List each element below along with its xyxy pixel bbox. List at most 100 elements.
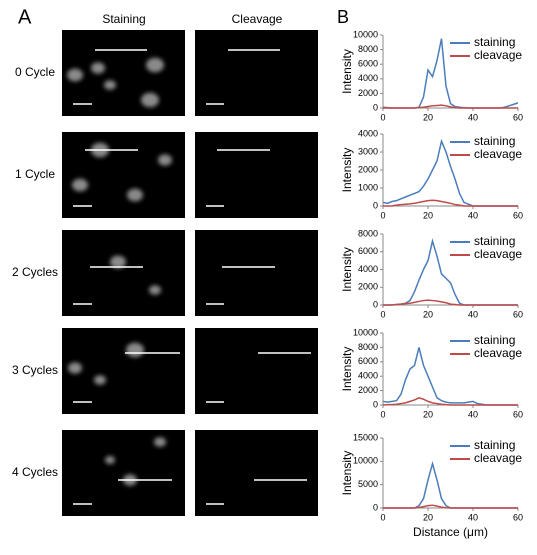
- x-tick-label: 20: [423, 210, 433, 220]
- x-tick-label: 60: [513, 409, 523, 419]
- y-axis-label: Intensity: [340, 347, 354, 392]
- y-tick-label: 0: [373, 299, 378, 309]
- legend-label: cleavage: [474, 147, 522, 161]
- x-tick-label: 20: [423, 512, 433, 522]
- x-tick-label: 40: [468, 512, 478, 522]
- row-label: 4 Cycles: [12, 465, 58, 479]
- y-tick-label: 2000: [358, 385, 378, 395]
- x-tick-label: 0: [380, 210, 385, 220]
- cell: [94, 375, 106, 385]
- y-tick-label: 0: [373, 399, 378, 409]
- y-axis-label: Intensity: [340, 49, 354, 94]
- x-tick-label: 0: [380, 409, 385, 419]
- series-line: [383, 299, 518, 306]
- legend-label: cleavage: [474, 247, 522, 261]
- x-tick-label: 20: [423, 409, 433, 419]
- y-tick-label: 8000: [358, 228, 378, 238]
- series-line: [383, 504, 518, 509]
- image: [195, 30, 318, 116]
- cell: [141, 92, 159, 108]
- y-tick-label: 2000: [358, 88, 378, 98]
- y-tick-label: 3000: [358, 146, 378, 156]
- panel-label: B: [337, 7, 349, 27]
- y-tick-label: 8000: [358, 44, 378, 54]
- image: [62, 230, 185, 316]
- x-tick-label: 0: [380, 512, 385, 522]
- y-tick-label: 10000: [353, 29, 378, 39]
- legend-label: cleavage: [474, 346, 522, 360]
- x-tick-label: 0: [380, 309, 385, 319]
- y-tick-label: 0: [373, 200, 378, 210]
- y-tick-label: 6000: [358, 246, 378, 256]
- image: [195, 328, 318, 414]
- legend-label: staining: [474, 35, 515, 49]
- cell: [67, 68, 83, 82]
- y-tick-label: 4000: [358, 73, 378, 83]
- column-header: Cleavage: [232, 12, 283, 26]
- cell: [104, 80, 116, 90]
- y-axis-label: Intensity: [340, 247, 354, 292]
- image: [62, 328, 185, 414]
- y-tick-label: 2000: [358, 164, 378, 174]
- series-line: [383, 104, 518, 109]
- x-tick-label: 40: [468, 409, 478, 419]
- y-tick-label: 6000: [358, 59, 378, 69]
- cell: [127, 188, 143, 202]
- x-tick-label: 40: [468, 112, 478, 122]
- column-header: Staining: [102, 12, 145, 26]
- y-tick-label: 6000: [358, 356, 378, 366]
- panel-label: A: [18, 6, 32, 28]
- x-tick-label: 60: [513, 512, 523, 522]
- legend-label: staining: [474, 234, 515, 248]
- y-tick-label: 10000: [353, 327, 378, 337]
- x-tick-label: 40: [468, 309, 478, 319]
- cell: [126, 342, 144, 358]
- x-axis-label: Distance (μm): [413, 525, 488, 539]
- series-line: [383, 460, 518, 509]
- series-line: [383, 199, 518, 207]
- x-tick-label: 0: [380, 112, 385, 122]
- y-axis-label: Intensity: [340, 148, 354, 193]
- legend-label: cleavage: [474, 451, 522, 465]
- row-label: 0 Cycle: [15, 65, 55, 79]
- cell: [72, 178, 88, 192]
- y-tick-label: 4000: [358, 371, 378, 381]
- legend-label: staining: [474, 134, 515, 148]
- cell: [154, 437, 166, 447]
- x-tick-label: 60: [513, 112, 523, 122]
- x-tick-label: 20: [423, 112, 433, 122]
- x-tick-label: 60: [513, 309, 523, 319]
- legend-label: cleavage: [474, 48, 522, 62]
- y-tick-label: 2000: [358, 282, 378, 292]
- legend-label: staining: [474, 438, 515, 452]
- y-axis-label: Intensity: [340, 451, 354, 496]
- y-tick-label: 4000: [358, 264, 378, 274]
- y-tick-label: 5000: [358, 479, 378, 489]
- cell: [91, 62, 105, 74]
- cell: [105, 456, 115, 464]
- cell: [158, 154, 172, 166]
- cell: [110, 255, 126, 269]
- x-tick-label: 20: [423, 309, 433, 319]
- cell: [146, 57, 164, 73]
- y-tick-label: 0: [373, 102, 378, 112]
- image: [62, 430, 185, 516]
- y-tick-label: 1000: [358, 182, 378, 192]
- cell: [68, 362, 82, 374]
- x-tick-label: 60: [513, 210, 523, 220]
- image: [195, 132, 318, 218]
- y-tick-label: 8000: [358, 342, 378, 352]
- series-line: [382, 396, 518, 406]
- row-label: 3 Cycles: [12, 363, 58, 377]
- y-tick-label: 4000: [358, 128, 378, 138]
- image: [195, 230, 318, 316]
- image: [62, 132, 185, 218]
- row-label: 2 Cycles: [12, 265, 58, 279]
- y-tick-label: 15000: [353, 432, 378, 442]
- legend-label: staining: [474, 333, 515, 347]
- y-tick-label: 10000: [353, 456, 378, 466]
- x-tick-label: 40: [468, 210, 478, 220]
- y-tick-label: 0: [373, 502, 378, 512]
- image: [195, 430, 318, 516]
